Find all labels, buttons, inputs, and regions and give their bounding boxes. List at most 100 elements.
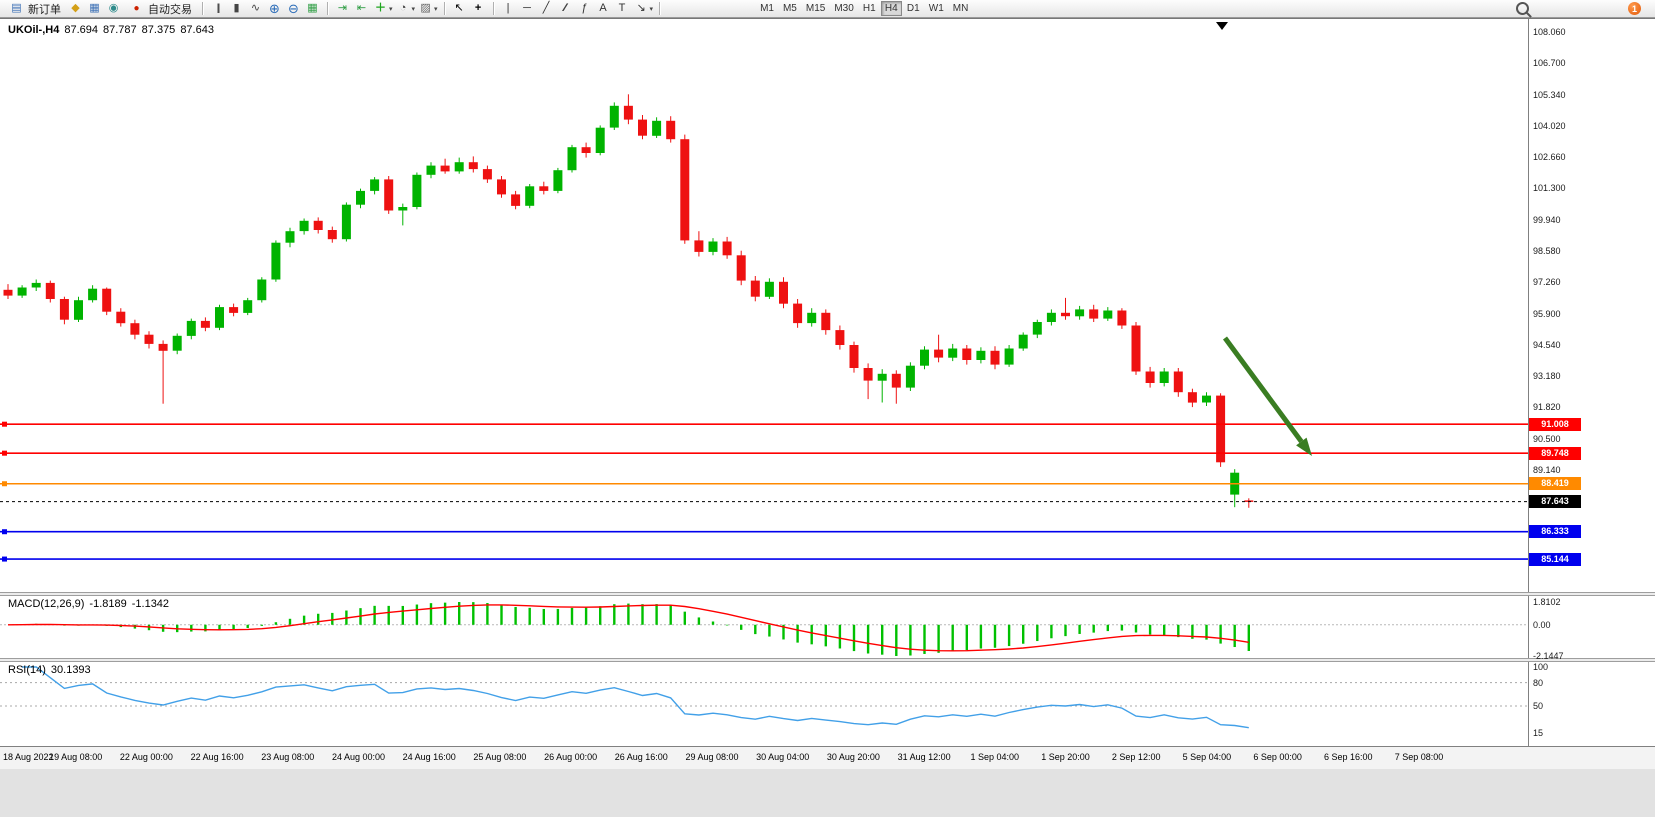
price-axis-label: 98.580 xyxy=(1533,245,1561,256)
time-axis-label: 30 Aug 20:00 xyxy=(826,752,880,762)
new-order-button[interactable]: ▤ 新订单 xyxy=(4,1,65,17)
chart-canvas[interactable] xyxy=(0,19,1655,746)
zoom-in-icon[interactable]: ⊕ xyxy=(269,1,280,16)
templates-dropdown-caret[interactable]: ▾ xyxy=(434,5,438,13)
price-axis-label: 89.140 xyxy=(1533,464,1561,475)
line-chart-icon[interactable]: ∿ xyxy=(250,2,261,14)
indicators-dropdown-caret[interactable]: ▾ xyxy=(389,5,393,13)
macd-axis-label: -2.1447 xyxy=(1533,651,1564,661)
arrow-annotation[interactable] xyxy=(1222,336,1312,456)
rsi-axis-label: 80 xyxy=(1533,677,1544,688)
timeframe-w1[interactable]: W1 xyxy=(925,1,948,16)
rsi-panel-separator[interactable] xyxy=(0,658,1655,662)
timeframe-mn[interactable]: MN xyxy=(949,1,973,16)
candlestick-chart-icon[interactable]: ▮ xyxy=(233,2,240,14)
new-order-icon: ▤ xyxy=(11,2,22,14)
time-axis-label: 2 Sep 12:00 xyxy=(1111,752,1161,762)
rsi-value: 30.1393 xyxy=(50,664,91,676)
periods-dropdown-caret[interactable]: ▾ xyxy=(411,5,416,13)
price-axis-label: 95.900 xyxy=(1533,308,1561,319)
time-axis-label: 23 Aug 08:00 xyxy=(261,752,315,762)
time-axis-label: 6 Sep 16:00 xyxy=(1324,752,1373,762)
time-axis-label: 30 Aug 04:00 xyxy=(756,752,810,762)
vertical-line-icon[interactable]: | xyxy=(506,2,510,14)
trendline-icon[interactable]: ╱ xyxy=(542,2,550,14)
timeframe-m1[interactable]: M1 xyxy=(756,1,778,16)
macd-axis-label: 0.00 xyxy=(1533,619,1551,630)
timeframe-m30[interactable]: M30 xyxy=(830,1,857,16)
line-handle[interactable] xyxy=(2,481,7,487)
price-badge: 91.008 xyxy=(1529,417,1581,431)
marker-triangle xyxy=(1216,22,1228,30)
macd-header: MACD(12,26,9) -1.8189 -1.1342 xyxy=(8,598,174,610)
ohlc-close: 87.643 xyxy=(180,24,214,36)
time-axis-label: 5 Sep 04:00 xyxy=(1182,752,1232,762)
time-axis-label: 1 Sep 20:00 xyxy=(1041,752,1090,762)
time-axis-label: 22 Aug 16:00 xyxy=(190,752,244,762)
price-axis-label: 108.060 xyxy=(1533,27,1566,37)
templates-icon[interactable]: ▨ xyxy=(420,2,431,14)
price-axis-label: 90.500 xyxy=(1533,433,1561,444)
price-badge: 86.333 xyxy=(1529,525,1581,539)
autotrading-button[interactable]: ● 自动交易 xyxy=(124,1,196,17)
macd-title: MACD(12,26,9) xyxy=(8,598,85,610)
horizontal-line-icon[interactable]: ─ xyxy=(523,2,531,14)
time-axis-label: 6 Sep 00:00 xyxy=(1253,752,1302,762)
terminal-icon[interactable]: ▦ xyxy=(89,2,100,14)
periods-clock-icon[interactable]: ◔ xyxy=(399,2,407,14)
new-order-label: 新订单 xyxy=(28,3,61,16)
chart-window: UKOil-,H4 87.694 87.787 87.375 87.643 MACD(1… xyxy=(0,18,1655,769)
time-axis-label: 25 Aug 08:00 xyxy=(473,752,527,762)
candles xyxy=(3,94,1254,508)
timeframe-m15[interactable]: M15 xyxy=(802,1,829,16)
text-label-icon[interactable]: T xyxy=(618,2,626,14)
time-axis-label: 24 Aug 16:00 xyxy=(402,752,456,762)
time-axis-label: 29 Aug 08:00 xyxy=(685,752,739,762)
toolbar-separator xyxy=(202,2,203,15)
line-handle[interactable] xyxy=(2,556,7,562)
line-handle[interactable] xyxy=(2,529,7,535)
timeframe-m5[interactable]: M5 xyxy=(779,1,801,16)
metaeditor-icon[interactable]: ◆ xyxy=(71,2,80,14)
time-axis[interactable]: 18 Aug 2022 19 Aug 08:00 22 Aug 00:00 22 Au… xyxy=(0,746,1655,769)
time-axis-label: 7 Sep 08:00 xyxy=(1394,752,1444,762)
fibonacci-icon[interactable]: ƒ xyxy=(580,2,588,14)
price-axis-label: 93.180 xyxy=(1533,371,1561,382)
strategy-tester-icon[interactable]: ◉ xyxy=(108,2,119,14)
price-axis-label: 99.940 xyxy=(1533,214,1561,225)
text-tool-icon[interactable]: A xyxy=(599,2,607,14)
time-axis-label: 26 Aug 00:00 xyxy=(544,752,598,762)
bar-chart-icon[interactable]: ||| xyxy=(216,2,221,14)
timeframe-d1[interactable]: D1 xyxy=(903,1,924,16)
rsi-axis-label: 50 xyxy=(1533,701,1544,711)
tile-windows-icon[interactable]: ▦ xyxy=(307,2,318,14)
auto-scroll-icon[interactable]: ⇥ xyxy=(337,2,348,14)
time-axis-label: 24 Aug 00:00 xyxy=(331,752,386,762)
toolbar: ▤ 新订单 ◆ ▦ ◉ ● 自动交易 ||| ▮ ∿ ⊕ ⊖ ▦ ⇥ ⇤ ＋ ▾ … xyxy=(0,0,1655,18)
search-icon[interactable] xyxy=(1516,2,1529,15)
indicators-icon[interactable]: ＋ xyxy=(375,2,386,14)
line-handle[interactable] xyxy=(2,421,7,427)
crosshair-icon[interactable]: + xyxy=(474,2,482,14)
macd-axis-label: 1.8102 xyxy=(1533,597,1561,607)
autotrading-label: 自动交易 xyxy=(148,3,192,16)
time-axis-label: 26 Aug 16:00 xyxy=(614,752,668,762)
toolbar-separator xyxy=(327,2,328,15)
channel-icon[interactable]: ∕∕ xyxy=(564,2,567,14)
price-scale-divider xyxy=(1528,19,1529,746)
zoom-out-icon[interactable]: ⊖ xyxy=(288,1,299,16)
timeframe-h1[interactable]: H1 xyxy=(859,1,880,16)
notifications-badge[interactable]: 1 xyxy=(1628,2,1641,15)
arrow-tools-dropdown-caret[interactable]: ▾ xyxy=(649,5,654,13)
macd-value-signal: -1.1342 xyxy=(131,598,170,610)
arrow-tools-icon[interactable]: ↘ xyxy=(636,2,646,14)
ohlc-low: 87.375 xyxy=(141,24,176,36)
macd-panel-separator[interactable] xyxy=(0,592,1655,596)
line-handle[interactable] xyxy=(2,450,7,456)
macd-histogram xyxy=(20,602,1251,656)
cursor-icon[interactable]: ↖ xyxy=(454,2,464,14)
price-badge: 88.419 xyxy=(1529,477,1581,491)
chart-shift-icon[interactable]: ⇤ xyxy=(356,2,367,14)
status-strip xyxy=(0,768,1655,817)
timeframe-h4[interactable]: H4 xyxy=(880,1,902,16)
